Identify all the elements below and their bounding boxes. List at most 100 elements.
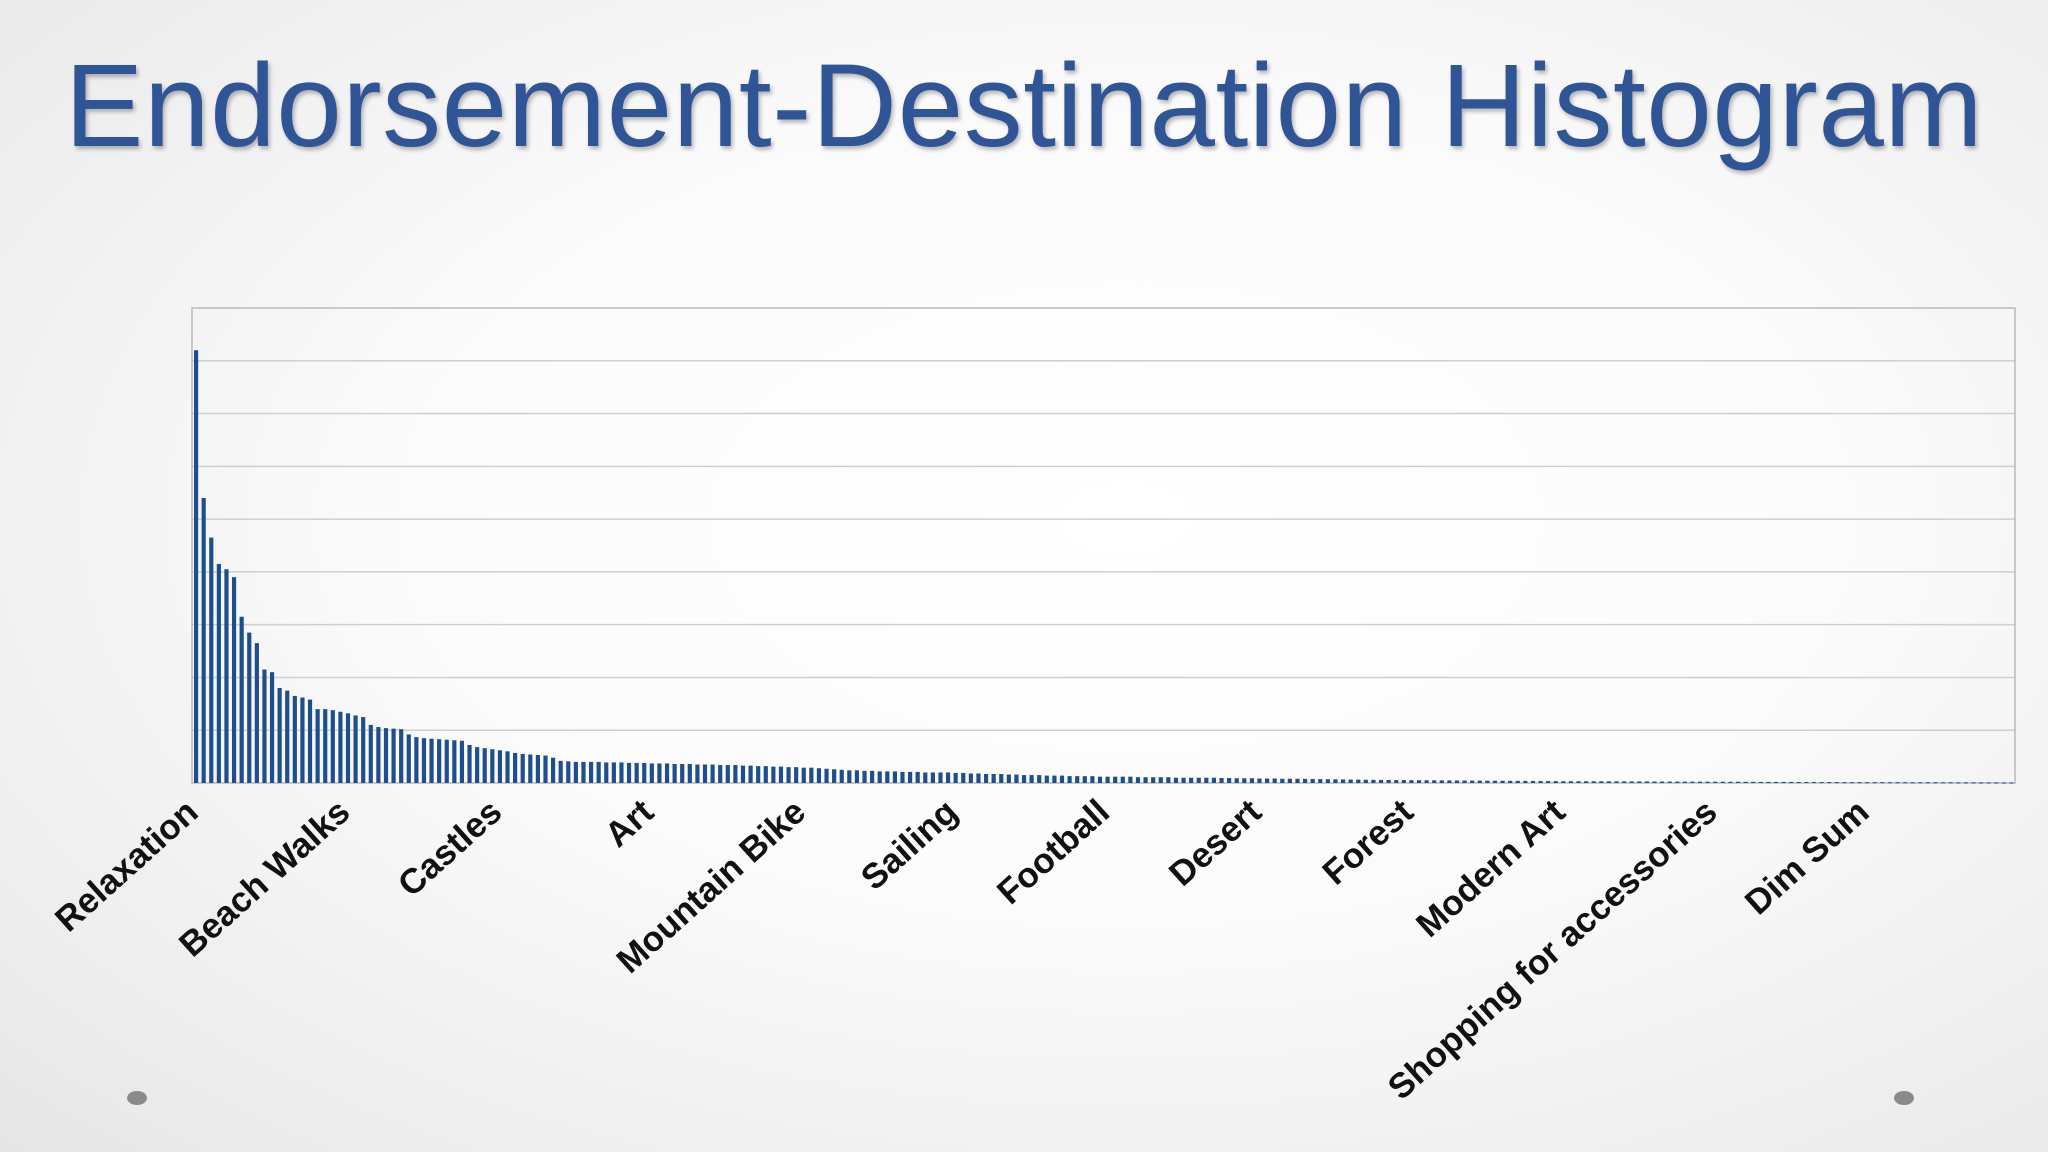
bar [1933,782,1938,784]
bar [626,762,632,783]
x-tick-label: Forest [1315,792,1421,893]
bar [680,764,685,783]
bar [1682,781,1687,783]
bar [573,761,578,783]
bar [862,770,867,783]
bar [1568,781,1574,783]
bar [748,765,753,783]
bar [1811,781,1817,783]
bar [854,770,860,783]
bar [1424,780,1429,783]
bar [277,688,282,783]
x-tick-label: Shopping for accessories [1381,792,1725,1107]
bar [870,770,875,783]
bar [201,498,206,783]
bar [778,766,784,783]
bar [687,764,692,783]
plot-area [191,307,2016,784]
bar [513,752,518,783]
bar [315,709,320,783]
bar [338,711,343,783]
bar [1447,780,1452,783]
bar [421,738,427,783]
x-tick-label: Dim Sum [1738,792,1877,922]
bar [1265,778,1270,783]
bar [353,715,358,783]
bar [1606,781,1612,783]
bar [1515,780,1520,783]
bar [824,768,829,783]
bar [786,767,791,783]
x-tick-label: Modern Art [1409,792,1573,945]
bar [194,350,199,783]
bar [1659,781,1665,783]
bar [718,765,723,783]
bar [1956,782,1961,784]
bar [1325,779,1330,783]
bar [1356,779,1361,783]
bar [908,771,913,783]
bar [1401,780,1406,783]
bar [877,771,882,783]
bar [756,766,761,783]
bar [847,770,852,783]
bar [1470,780,1475,783]
bar [254,643,259,783]
bar [1416,780,1422,783]
bar [399,729,404,783]
bar [262,669,267,783]
bar [1591,781,1596,783]
bar [1295,778,1300,783]
bar [475,747,480,783]
bar [535,755,540,783]
bar [345,713,351,783]
bar [1128,776,1133,783]
bar [1394,780,1399,783]
bar [1105,776,1110,783]
bar [1918,782,1923,784]
bar [604,762,609,783]
bar [1477,780,1482,783]
bar [1432,780,1437,783]
bar [1287,778,1292,783]
bar [1523,780,1528,783]
bar [406,734,411,783]
bar [1553,781,1558,783]
bar [1834,782,1839,784]
bar [1895,782,1900,784]
bar [383,728,389,783]
bar [945,772,951,783]
bar [307,699,313,783]
bar [1994,782,1999,784]
bar [1735,781,1741,783]
bar [1219,777,1224,783]
bar [1561,781,1566,783]
slide-title: Endorsement-Destination Histogram [64,40,1984,172]
bar [1143,777,1148,783]
bar [839,769,844,783]
bar [664,763,670,783]
bar [1728,781,1733,783]
bar [634,762,639,783]
bar [1948,782,1953,784]
bar [763,766,768,783]
bar [1963,782,1969,784]
bar [1120,776,1125,783]
bar [1371,779,1376,783]
bar [361,717,366,783]
bar [1865,782,1870,784]
bar [695,764,700,783]
bar [300,697,305,783]
bar [1363,779,1368,783]
bar [740,765,746,783]
bar [1773,781,1779,783]
bar [482,748,487,783]
bar [452,740,457,783]
bar [1113,776,1118,783]
bar [581,761,586,783]
bar [1789,781,1794,783]
bar [1508,780,1513,783]
bar [1348,779,1353,783]
